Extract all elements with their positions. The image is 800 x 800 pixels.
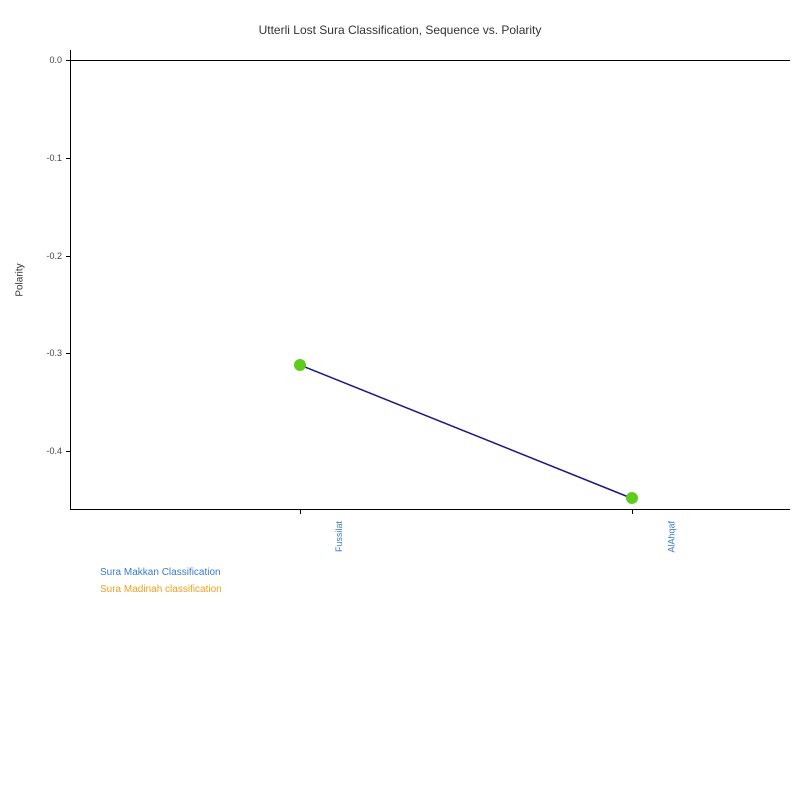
y-axis-label: Polarity xyxy=(15,263,26,296)
footer-label: Sura Makkan Classification xyxy=(100,567,221,578)
chart-title: Utterli Lost Sura Classification, Sequen… xyxy=(0,23,800,37)
chart-container: Utterli Lost Sura Classification, Sequen… xyxy=(0,0,800,800)
series-line-layer xyxy=(70,50,790,510)
data-point-marker xyxy=(294,359,306,371)
data-point-marker xyxy=(626,492,638,504)
series-line xyxy=(300,365,631,498)
y-tick-label: -0.3 xyxy=(2,348,62,358)
x-tick-label: AlAhqaf xyxy=(666,521,676,553)
y-tick-label: -0.1 xyxy=(2,153,62,163)
y-tick-label: -0.4 xyxy=(2,446,62,456)
y-tick-label: 0.0 xyxy=(2,55,62,65)
x-tick-label: Fussilat xyxy=(334,521,344,552)
y-tick-label: -0.2 xyxy=(2,251,62,261)
x-tick-mark xyxy=(300,510,301,514)
footer-label: Sura Madinah classification xyxy=(100,584,222,595)
x-tick-mark xyxy=(632,510,633,514)
